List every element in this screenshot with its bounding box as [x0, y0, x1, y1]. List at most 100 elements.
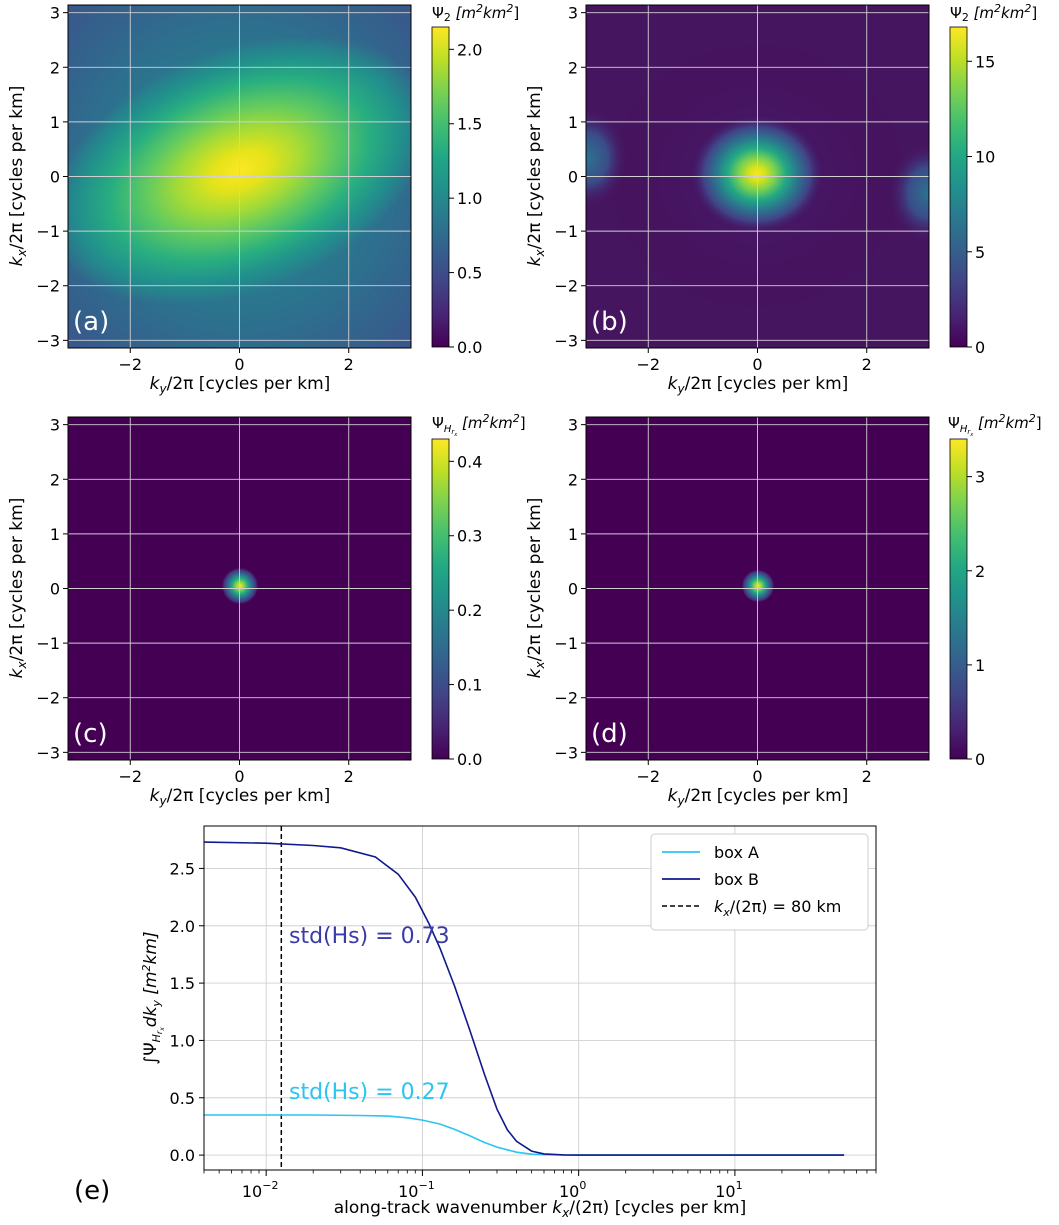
- x-tick-label: −2: [118, 355, 142, 374]
- x-tick-label: 0: [752, 355, 762, 374]
- legend: box A box B kx/(2π) = 80 km: [650, 833, 869, 931]
- y-tick-label: 3: [568, 4, 578, 23]
- colorbar-tick-label: 2.0: [457, 40, 482, 59]
- panel-label-e: (e): [74, 1176, 110, 1206]
- y-tick-label: 3: [568, 416, 578, 435]
- colorbar-tick-label: 1.0: [457, 189, 482, 208]
- y-tick-label: −2: [36, 689, 60, 708]
- colorbar-tick-label: 0.2: [457, 601, 482, 620]
- panel-label-c: (c): [73, 719, 108, 749]
- xlabel-e: along-track wavenumber kx/(2π) [cycles p…: [334, 1198, 746, 1220]
- grid-d: [586, 417, 929, 760]
- annotation-std-box-b: std(Hs) = 0.73: [289, 924, 450, 949]
- heatmap-b-left-lobe: [586, 108, 628, 208]
- panel-b: −2 0 2 −3 −2 −1 0 1 2 3 (b) ky/2π [cycles per km]…: [525, 2, 1037, 396]
- y-tick-label: 1: [50, 113, 60, 132]
- series-line-box-a: [204, 1114, 845, 1156]
- heatmap-a-peak: [68, 35, 411, 305]
- colorbar-tick-label: 0: [975, 338, 985, 357]
- x-tick-label: 10−1: [398, 1179, 435, 1201]
- x-tick-label: 2: [862, 355, 872, 374]
- colorbar-b: [949, 26, 968, 348]
- heatmap-b-peak: [687, 112, 827, 236]
- x-tick-label: −2: [118, 767, 142, 786]
- panel-label-d: (d): [591, 719, 628, 749]
- colorbar-tick-label: 0.4: [457, 452, 482, 471]
- y-tick-label: −3: [36, 743, 60, 762]
- y-tick-label: 0: [568, 168, 578, 187]
- y-tick-label: 2: [568, 58, 578, 77]
- ticks-b: −2 0 2 −3 −2 −1 0 1 2 3: [554, 4, 871, 374]
- x-tick-label: 2: [344, 767, 354, 786]
- ylabel-a: kx/2π [cycles per km]: [7, 86, 29, 267]
- x-tick-label: 2: [344, 355, 354, 374]
- xlabel-b: ky/2π [cycles per km]: [668, 374, 849, 396]
- y-tick-label: 2.0: [170, 917, 195, 936]
- ylabel-d: kx/2π [cycles per km]: [525, 498, 547, 679]
- y-tick-label: 2: [50, 58, 60, 77]
- colorbar-tick-label: 0: [975, 750, 985, 769]
- ticks-a: −2 0 2 −3 −2 −1 0 1 2 3: [36, 4, 353, 374]
- legend-label-box-a: box A: [714, 843, 759, 862]
- y-tick-label: −2: [554, 689, 578, 708]
- y-tick-label: −1: [36, 634, 60, 653]
- panel-a: −2 0 2 −3 −2 −1 0 1 2 3 (a) ky/2π [cycles per km]…: [7, 2, 519, 396]
- y-tick-label: 1: [568, 525, 578, 544]
- colorbar-tick-label: 15: [975, 52, 995, 71]
- y-tick-label: −2: [36, 277, 60, 296]
- heatmap-b-right-lobe: [888, 143, 929, 243]
- colorbar-tick-label: 0.1: [457, 676, 482, 695]
- colorbar-label-a: Ψ2 [m2km2]: [432, 2, 519, 24]
- ticks-d: −2 0 2 −3 −2 −1 0 1 2 3: [554, 416, 871, 786]
- ticks-e: 10−2 10−1 100 101 0.0 0.5 1.0 1.5 2.0 2.5: [170, 859, 877, 1201]
- annotation-std-box-a: std(Hs) = 0.27: [289, 1080, 450, 1105]
- y-tick-label: 0: [568, 580, 578, 599]
- y-tick-label: 1.0: [170, 1031, 195, 1050]
- colorbar-tick-label: 10: [975, 148, 995, 167]
- colorbar-ticks-c: 0.0 0.1 0.2 0.3 0.4: [449, 452, 482, 769]
- x-tick-label: 101: [715, 1179, 742, 1201]
- colorbar-tick-label: 1.5: [457, 115, 482, 134]
- x-tick-label: −2: [636, 767, 660, 786]
- xlabel-c: ky/2π [cycles per km]: [150, 786, 331, 808]
- colorbar-a: [431, 26, 450, 348]
- legend-label-vline: kx/(2π) = 80 km: [714, 897, 841, 919]
- panel-label-b: (b): [591, 307, 628, 337]
- y-tick-label: 2: [568, 470, 578, 489]
- colorbar-ticks-b: 0 5 10 15: [967, 52, 995, 357]
- axes-frame-e: [203, 825, 877, 1171]
- grid-b: [586, 5, 929, 348]
- y-tick-label: 1: [50, 525, 60, 544]
- ylabel-e: ∫ΨHrxdky [m2km]: [140, 931, 166, 1064]
- y-tick-label: 0.0: [170, 1146, 195, 1165]
- grid-e: [204, 826, 876, 1170]
- y-tick-label: 3: [50, 4, 60, 23]
- y-tick-label: 1.5: [170, 974, 195, 993]
- x-tick-label: 0: [752, 767, 762, 786]
- y-tick-label: 1: [568, 113, 578, 132]
- colorbar-label-d: ΨHrx [m2km2]: [948, 412, 1042, 438]
- y-tick-label: −3: [554, 331, 578, 350]
- x-tick-label: 100: [559, 1179, 586, 1201]
- x-tick-label: −2: [636, 355, 660, 374]
- y-tick-label: 2.5: [170, 859, 195, 878]
- colorbar-tick-label: 2: [975, 562, 985, 581]
- ylabel-b: kx/2π [cycles per km]: [525, 86, 547, 267]
- y-tick-label: 3: [50, 416, 60, 435]
- y-tick-label: 2: [50, 470, 60, 489]
- legend-label-box-b: box B: [714, 870, 759, 889]
- x-tick-label: 0: [234, 767, 244, 786]
- colorbar-tick-label: 5: [975, 243, 985, 262]
- heatmap-a: [68, 5, 411, 348]
- series-line-box-b: [204, 841, 845, 1156]
- ylabel-c: kx/2π [cycles per km]: [7, 498, 29, 679]
- x-tick-label: 2: [862, 767, 872, 786]
- heatmap-c-peak: [221, 567, 259, 605]
- colorbar-tick-label: 0.0: [457, 338, 482, 357]
- xlabel-d: ky/2π [cycles per km]: [668, 786, 849, 808]
- y-tick-label: −2: [554, 277, 578, 296]
- y-tick-label: −3: [554, 743, 578, 762]
- colorbar-c: [431, 438, 450, 760]
- colorbar-tick-label: 0.3: [457, 527, 482, 546]
